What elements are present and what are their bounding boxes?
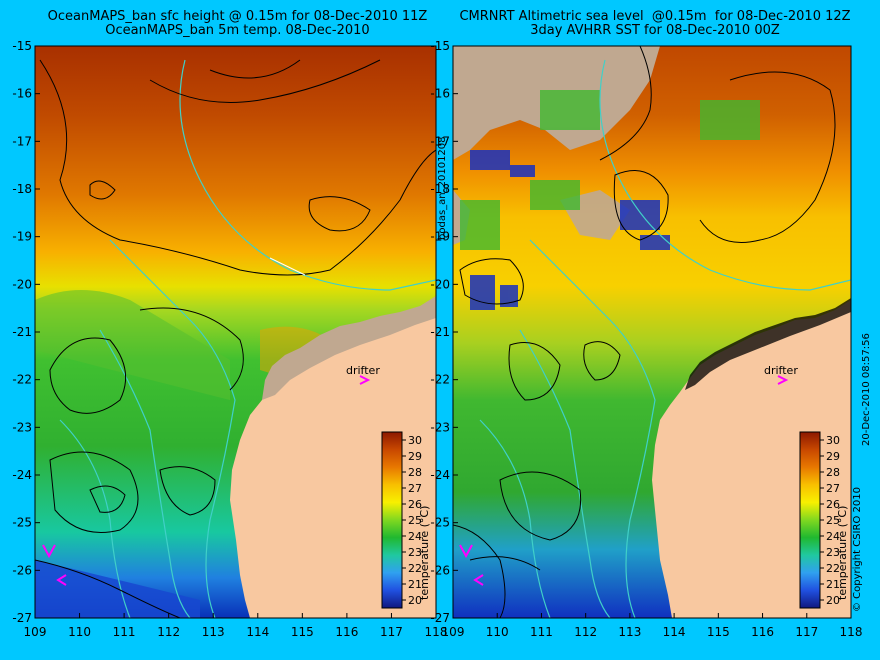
right-lon-label: 110 (486, 625, 509, 639)
left-lon-label: 109 (24, 625, 47, 639)
colorbar-tick-label: 21 (408, 578, 422, 591)
colorbar-tick-label: 22 (826, 562, 840, 575)
right-ssh-contours (453, 46, 836, 618)
colorbar-tick-label: 30 (408, 434, 422, 447)
right-lon-label: 109 (442, 625, 465, 639)
colorbar-tick-label: 30 (826, 434, 840, 447)
left-drifter-markers (42, 375, 371, 586)
left-colorbar: 30 29 28 27 26 25 24 23 22 21 20 temperature (°C) (381, 431, 431, 609)
colorbar-tick-label: 29 (408, 450, 422, 463)
left-lat-label: -22 (12, 373, 32, 387)
left-colorbar-label: temperature (°C) (418, 506, 431, 600)
right-colorbar: 30 29 28 27 26 25 24 23 22 21 20 temperature (°C) (799, 431, 849, 609)
right-lat-label: -20 (430, 277, 450, 291)
right-lat-label: -18 (430, 182, 450, 196)
colorbar-tick-label: 23 (826, 546, 840, 559)
left-drifter-label: drifter (346, 364, 380, 377)
right-lat-label: -19 (430, 230, 450, 244)
right-isobaths (479, 59, 851, 618)
colorbar-tick-label: 23 (408, 546, 422, 559)
colorbar-tick-label: 25 (826, 514, 840, 527)
left-lon-label: 114 (246, 625, 269, 639)
left-lon-label: 110 (68, 625, 91, 639)
right-lat-label: -25 (430, 516, 450, 530)
colorbar-tick-label: 22 (408, 562, 422, 575)
right-title-line2: 3day AVHRR SST for 08-Dec-2010 00Z (530, 23, 780, 38)
right-colorbar-ramp (799, 431, 821, 609)
left-lon-label: 113 (202, 625, 225, 639)
left-lon-label: 112 (157, 625, 180, 639)
left-lon-label: 117 (380, 625, 403, 639)
left-lat-label: -16 (12, 87, 32, 101)
colorbar-tick-label: 28 (826, 466, 840, 479)
colorbar-tick-label: 25 (408, 514, 422, 527)
colorbar-tick-label: 29 (826, 450, 840, 463)
left-colorbar-ramp (381, 431, 403, 609)
right-lat-label: -21 (430, 325, 450, 339)
right-lat-label: -15 (430, 39, 450, 53)
left-lat-label: -25 (12, 516, 32, 530)
left-lat-label: -26 (12, 563, 32, 577)
colorbar-tick-label: 27 (408, 482, 422, 495)
right-title-line1: CMRNRT Altimetric sea level @0.15m for 0… (459, 9, 851, 24)
left-lat-label: -15 (12, 39, 32, 53)
colorbar-tick-label: 20 (826, 594, 840, 607)
left-lon-label: 115 (291, 625, 314, 639)
right-lat-label: -16 (430, 87, 450, 101)
right-lat-label: -22 (430, 373, 450, 387)
colorbar-tick-label: 24 (826, 530, 840, 543)
right-map (453, 46, 851, 618)
right-lon-label: 115 (707, 625, 730, 639)
right-lon-label: 118 (840, 625, 863, 639)
right-lat-label: -26 (430, 563, 450, 577)
right-drifter-markers (459, 375, 789, 586)
colorbar-tick-label: 26 (826, 498, 840, 511)
left-lat-label: -19 (12, 230, 32, 244)
left-lat-label: -20 (12, 277, 32, 291)
left-lat-label: -18 (12, 182, 32, 196)
right-lon-label: 116 (751, 625, 774, 639)
right-lat-label: -24 (430, 468, 450, 482)
left-lon-label: 111 (113, 625, 136, 639)
right-lon-label: 111 (530, 625, 553, 639)
left-lat-label: -24 (12, 468, 32, 482)
right-lon-label: 117 (795, 625, 818, 639)
right-lat-label: -27 (430, 611, 450, 625)
left-isobaths (59, 59, 436, 618)
right-lon-label: 112 (574, 625, 597, 639)
left-map (35, 46, 436, 618)
left-ssh-contours (35, 59, 436, 618)
colorbar-tick-label: 28 (408, 466, 422, 479)
right-drifter-label: drifter (764, 364, 798, 377)
right-lon-label: 114 (663, 625, 686, 639)
right-lon-label: 113 (618, 625, 641, 639)
left-lat-label: -27 (12, 611, 32, 625)
left-title-line2: OceanMAPS_ban 5m temp. 08-Dec-2010 (105, 23, 370, 38)
colorbar-tick-label: 24 (408, 530, 422, 543)
right-lat-label: -23 (430, 420, 450, 434)
left-lon-label: 118 (425, 625, 448, 639)
colorbar-tick-label: 20 (408, 594, 422, 607)
left-panel-title: OceanMAPS_ban sfc height @ 0.15m for 08-… (30, 10, 445, 38)
left-lon-label: 116 (335, 625, 358, 639)
colorbar-tick-label: 27 (826, 482, 840, 495)
left-title-line1: OceanMAPS_ban sfc height @ 0.15m for 08-… (47, 9, 428, 24)
colorbar-tick-label: 21 (826, 578, 840, 591)
colorbar-tick-label: 26 (408, 498, 422, 511)
right-panel-title: CMRNRT Altimetric sea level @0.15m for 0… (445, 10, 865, 38)
left-lat-label: -17 (12, 134, 32, 148)
left-lat-label: -21 (12, 325, 32, 339)
right-lat-label: -17 (430, 134, 450, 148)
axis-ticks: 109 110 111 112 113 114 115 116 117 118 -15 -16 -17 -… (12, 39, 862, 639)
left-lat-label: -23 (12, 420, 32, 434)
right-colorbar-label: temperature (°C) (836, 506, 849, 600)
